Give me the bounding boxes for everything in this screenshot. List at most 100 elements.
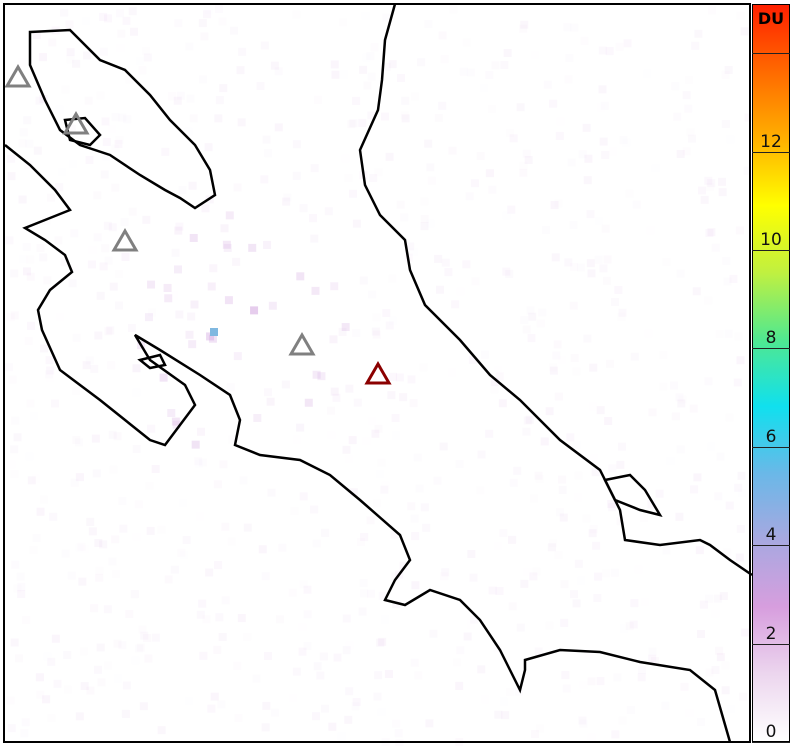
so2-pixel — [358, 118, 367, 127]
so2-pixel — [663, 546, 671, 554]
so2-pixel — [175, 310, 184, 319]
so2-pixel — [470, 179, 479, 188]
so2-pixel — [199, 459, 207, 467]
so2-pixel — [233, 662, 241, 670]
so2-pixel — [71, 479, 79, 487]
so2-pixel — [23, 116, 32, 125]
so2-pixel — [689, 404, 698, 413]
so2-pixel — [113, 432, 122, 441]
so2-pixel — [185, 330, 194, 339]
so2-pixel — [453, 658, 461, 666]
so2-pixel — [611, 569, 619, 577]
so2-pixel — [505, 269, 514, 278]
colorbar-tick-line — [752, 742, 790, 743]
so2-pixel — [613, 673, 621, 681]
so2-pixel — [582, 514, 590, 522]
so2-pixel — [312, 370, 321, 379]
so2-pixel — [491, 385, 499, 393]
so2-pixel — [409, 399, 418, 408]
so2-pixel — [46, 366, 55, 375]
so2-pixel — [339, 18, 347, 26]
so2-pixel — [549, 366, 558, 375]
so2-pixel — [258, 545, 267, 554]
so2-pixel — [706, 183, 714, 191]
so2-pixel — [100, 48, 108, 56]
so2-pixel — [602, 569, 610, 577]
so2-pixel — [348, 436, 357, 445]
so2-pixel — [26, 453, 34, 461]
so2-pixel — [611, 297, 620, 306]
so2-pixel — [341, 154, 349, 162]
so2-pixel — [387, 391, 396, 400]
so2-pixel — [380, 485, 389, 494]
so2-pixel — [145, 482, 153, 490]
so2-pixel — [516, 623, 525, 632]
so2-pixel — [219, 18, 227, 26]
so2-pixel — [661, 702, 669, 710]
so2-pixel — [333, 653, 342, 662]
colorbar-tick-label: 6 — [765, 426, 777, 447]
so2-pixel — [401, 96, 410, 105]
so2-pixel — [513, 442, 521, 450]
so2-pixel — [103, 14, 112, 23]
so2-pixel — [439, 442, 448, 451]
so2-pixel — [56, 313, 64, 321]
so2-pixel — [349, 488, 358, 497]
so2-pixel — [424, 139, 433, 148]
so2-pixel — [583, 176, 592, 185]
so2-pixel — [434, 254, 443, 263]
so2-pixel — [471, 42, 479, 50]
so2-pixel — [648, 654, 657, 663]
so2-pixel — [647, 226, 655, 234]
so2-pixel — [603, 277, 611, 285]
so2-pixel — [102, 137, 111, 146]
so2-pixel — [692, 287, 701, 296]
so2-pixel — [253, 413, 262, 422]
so2-pixel — [566, 433, 575, 442]
so2-pixel — [416, 484, 424, 492]
so2-pixel — [698, 186, 707, 195]
so2-pixel — [500, 60, 509, 69]
so2-pixel — [611, 730, 620, 739]
so2-pixel — [578, 716, 587, 725]
colorbar-tick-line — [752, 151, 790, 153]
so2-pixel — [214, 114, 223, 123]
so2-pixel — [214, 561, 223, 570]
so2-pixel — [262, 701, 271, 710]
so2-pixel — [570, 24, 578, 32]
so2-pixel — [103, 605, 112, 614]
so2-pixel — [529, 572, 538, 581]
so2-pixel — [125, 610, 134, 619]
so2-pixel — [87, 226, 95, 234]
so2-pixel — [630, 352, 639, 361]
so2-pixel — [659, 351, 667, 359]
so2-pixel — [222, 240, 231, 249]
so2-pixel — [695, 546, 704, 555]
so2-pixel — [188, 340, 197, 349]
so2-pixel — [93, 191, 101, 199]
so2-pixel — [130, 590, 139, 599]
so2-pixel — [88, 246, 96, 254]
so2-pixel — [509, 134, 518, 143]
so2-pixel — [382, 308, 391, 317]
so2-pixel — [551, 253, 560, 262]
so2-pixel — [135, 500, 143, 508]
so2-pixel — [725, 501, 734, 510]
so2-pixel — [316, 671, 325, 680]
so2-pixel — [734, 483, 743, 492]
so2-pixel — [296, 423, 305, 432]
so2-pixel — [53, 679, 62, 688]
so2-pixel — [366, 516, 375, 525]
so2-pixel — [304, 642, 312, 650]
so2-pixel — [66, 48, 75, 57]
so2-pixel — [582, 50, 590, 58]
so2-pixel — [228, 538, 236, 546]
so2-pixel — [481, 351, 489, 359]
so2-pixel — [676, 594, 684, 602]
so2-pixel — [561, 671, 570, 680]
so2-pixel — [352, 702, 360, 710]
so2-pixel — [455, 681, 464, 690]
so2-pixel — [593, 594, 602, 603]
colorbar-tick-line — [752, 250, 790, 251]
